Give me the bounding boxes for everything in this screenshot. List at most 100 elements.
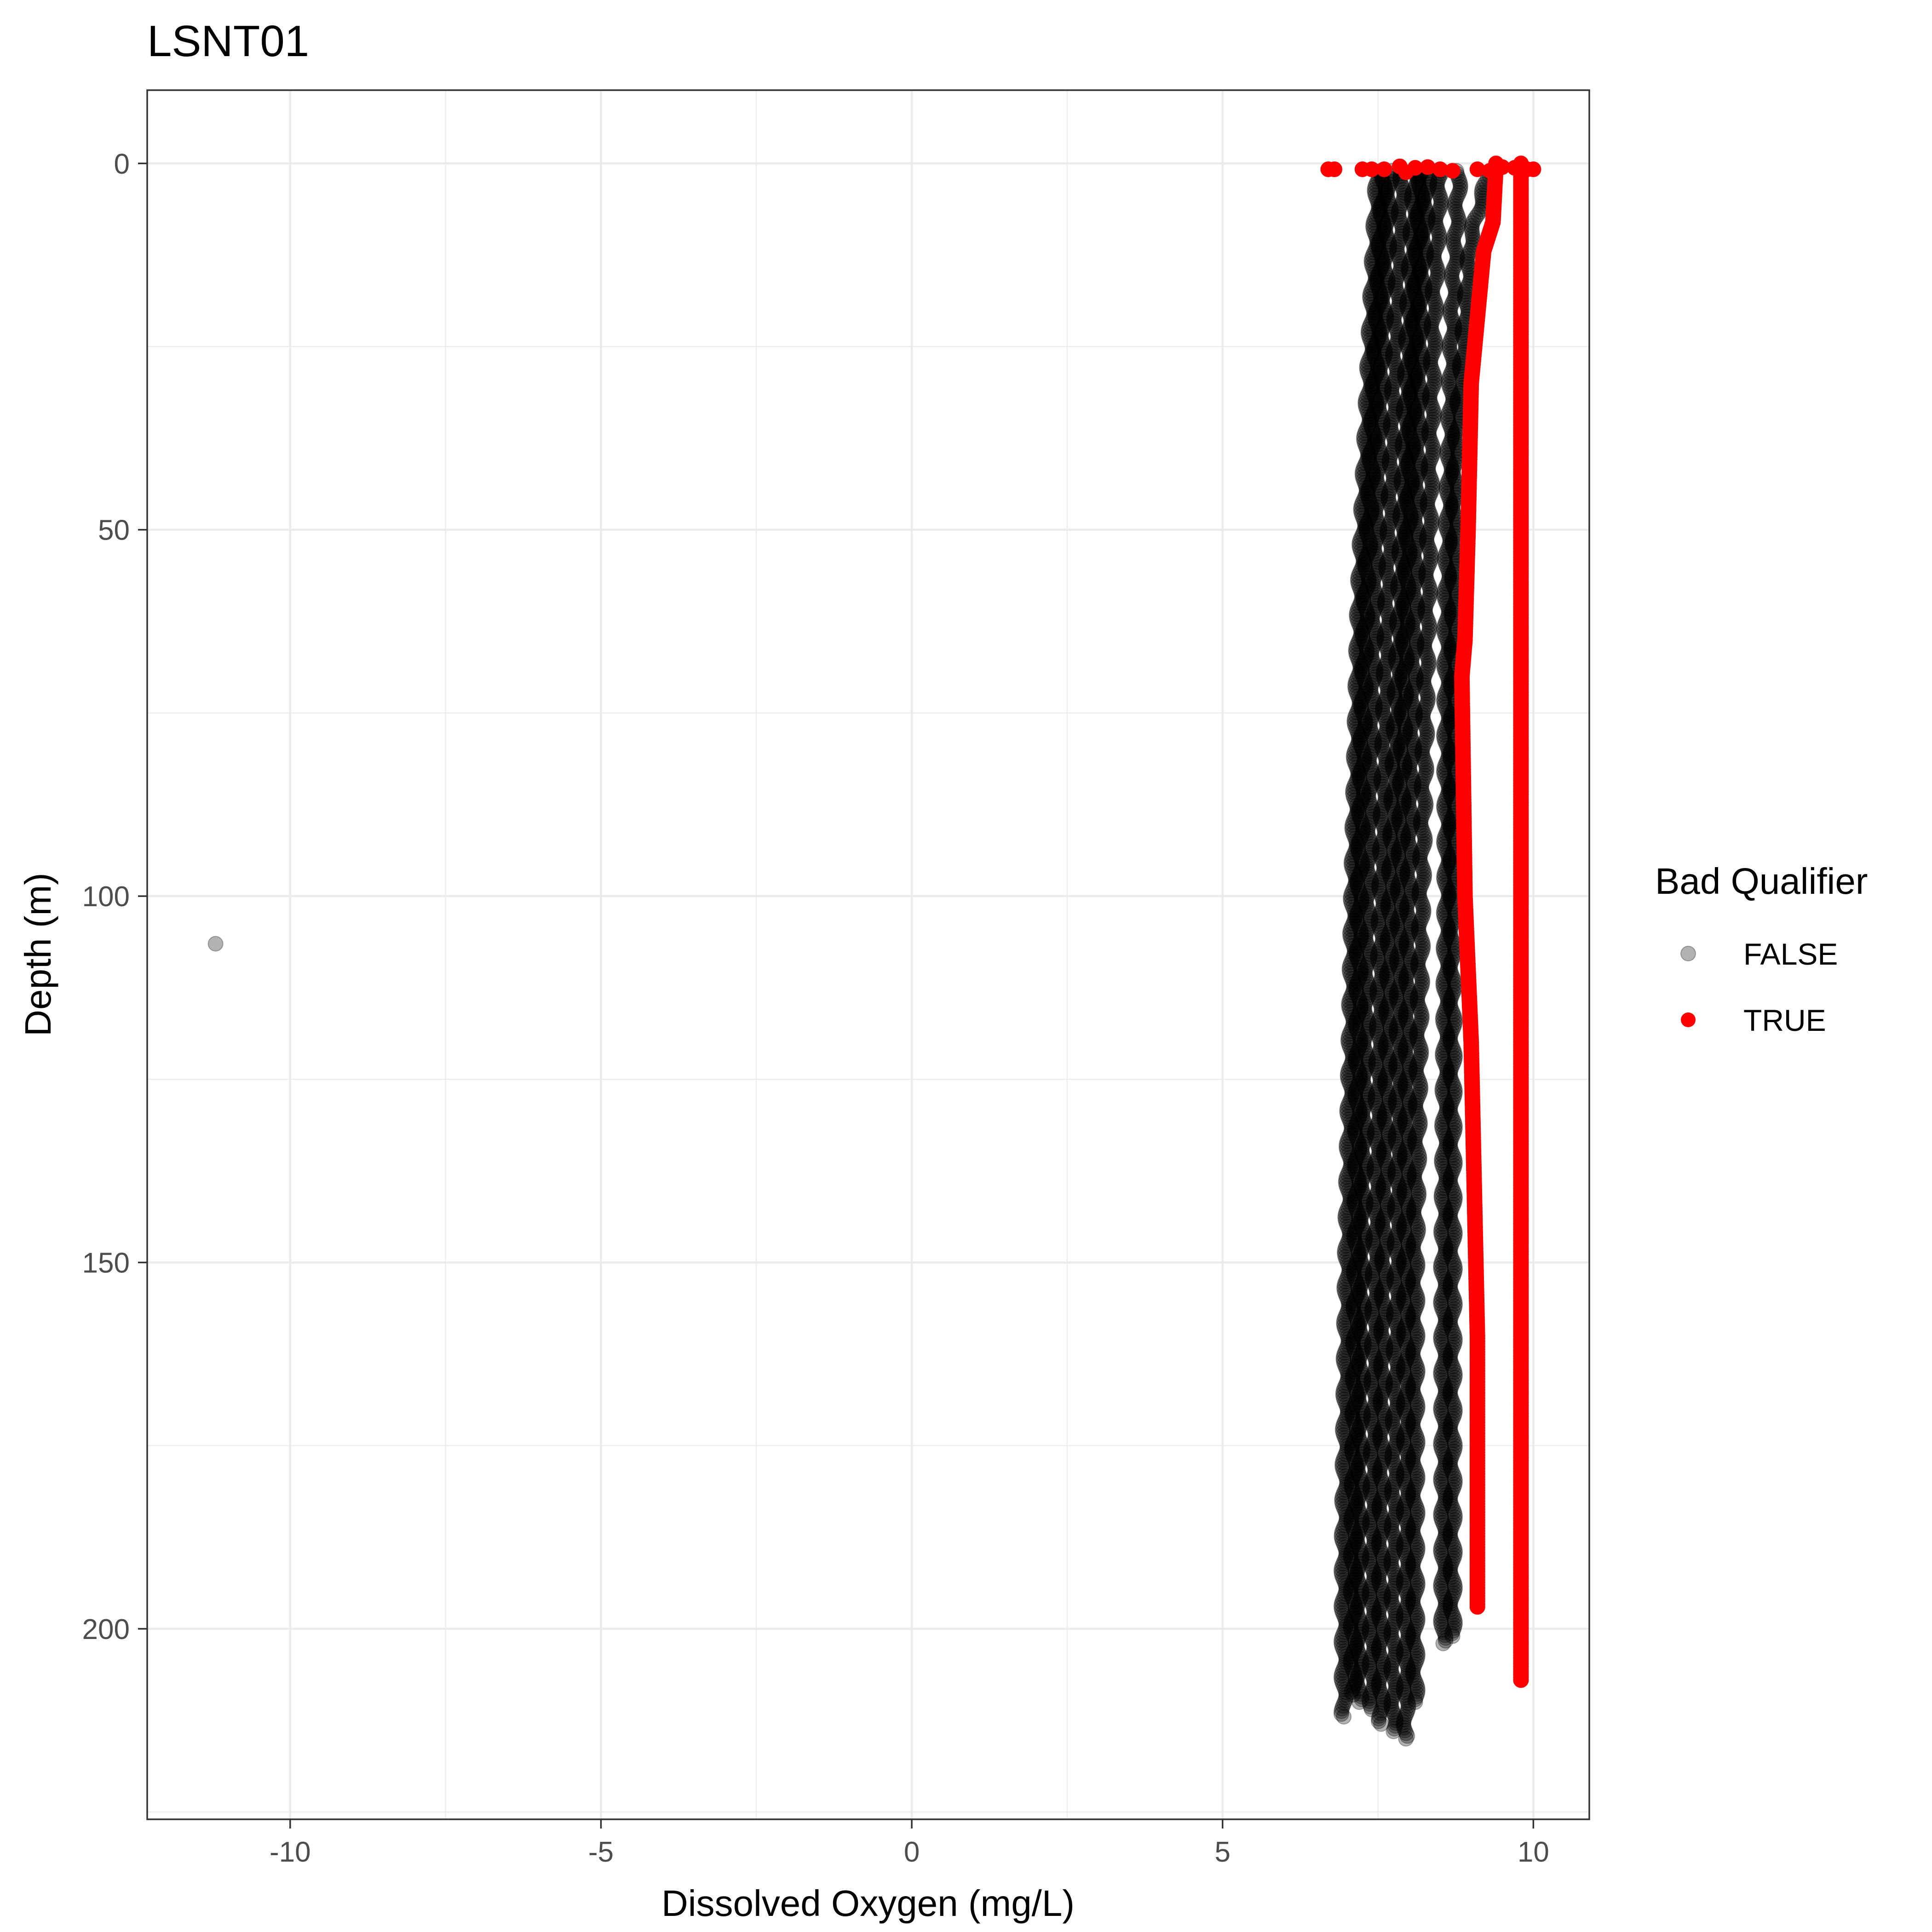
data-point	[1336, 1356, 1352, 1372]
data-point	[1340, 1254, 1356, 1271]
data-point	[1336, 1317, 1352, 1334]
data-point	[1344, 951, 1360, 967]
profile-false	[1333, 163, 1388, 1725]
data-point	[1346, 880, 1362, 896]
data-point	[1337, 1285, 1353, 1300]
data-point	[1356, 428, 1372, 444]
data-point	[1348, 795, 1364, 811]
data-point	[1348, 773, 1364, 789]
data-point	[1349, 798, 1365, 814]
data-point	[1358, 480, 1374, 496]
data-point	[1343, 1158, 1359, 1174]
data-point	[1339, 1441, 1355, 1457]
data-point	[1361, 409, 1377, 425]
data-point	[1334, 1570, 1351, 1586]
data-point	[1336, 1392, 1352, 1408]
data-point	[1334, 1460, 1351, 1476]
data-point	[1357, 458, 1373, 474]
data-point	[1337, 1309, 1353, 1325]
data-point	[1362, 370, 1378, 386]
data-point	[1366, 245, 1382, 261]
data-point	[1339, 1375, 1355, 1391]
data-point	[1343, 1152, 1359, 1168]
data-point	[1344, 1081, 1360, 1097]
data-point	[1358, 401, 1374, 417]
data-point	[1346, 828, 1362, 844]
data-point	[1359, 453, 1375, 469]
data-point	[1341, 1221, 1357, 1237]
data-point	[1341, 1062, 1357, 1078]
data-point	[1360, 450, 1376, 466]
data-point	[1357, 516, 1373, 532]
data-point	[1347, 680, 1363, 696]
data-point	[1363, 283, 1379, 299]
data-point	[1338, 1172, 1354, 1188]
data-point	[1344, 1045, 1360, 1061]
data-point	[1366, 305, 1382, 321]
data-point	[1359, 420, 1375, 436]
data-point	[1344, 1087, 1360, 1103]
data-point	[1358, 439, 1374, 455]
data-point	[1343, 1078, 1359, 1094]
data-point	[1346, 979, 1362, 995]
data-point	[1339, 1471, 1355, 1487]
data-point	[1366, 212, 1382, 228]
data-point	[1359, 356, 1375, 373]
data-point	[1337, 1550, 1353, 1566]
data-point	[1367, 179, 1383, 195]
data-point	[1369, 236, 1385, 253]
data-point	[1365, 220, 1381, 236]
data-point	[1345, 861, 1361, 877]
data-point	[1347, 844, 1363, 860]
data-point	[1360, 444, 1376, 460]
data-point	[1337, 1358, 1353, 1374]
data-point	[1351, 729, 1367, 745]
data-point	[1338, 1174, 1354, 1190]
data-point	[1344, 850, 1360, 866]
data-point	[1348, 707, 1364, 724]
data-point	[1340, 1064, 1356, 1081]
data-point	[1335, 1386, 1351, 1402]
data-point	[1348, 683, 1364, 699]
data-point	[1339, 1512, 1355, 1528]
data-point	[1348, 872, 1364, 888]
data-point	[1334, 1597, 1350, 1613]
data-point	[1335, 1520, 1351, 1536]
data-point	[1354, 559, 1370, 575]
data-point	[1346, 913, 1362, 929]
data-point	[1361, 414, 1377, 430]
data-point	[1343, 1042, 1359, 1058]
data-point	[1347, 877, 1363, 893]
data-point	[1334, 1421, 1351, 1438]
data-point	[1350, 688, 1366, 704]
data-point	[1346, 949, 1362, 965]
data-point	[1335, 1556, 1351, 1572]
data-point	[1335, 1534, 1351, 1550]
data-point	[1343, 932, 1359, 948]
data-point	[1359, 359, 1375, 375]
data-point	[1364, 280, 1380, 296]
data-point	[1350, 768, 1366, 784]
data-point	[1338, 1252, 1354, 1268]
data-point	[1356, 513, 1372, 529]
data-point	[1351, 696, 1368, 713]
data-point	[1342, 926, 1358, 943]
data-point	[1340, 1073, 1357, 1089]
data-point	[1341, 960, 1357, 976]
data-point	[1341, 962, 1357, 978]
data-point	[1338, 1306, 1354, 1322]
data-point	[1346, 746, 1362, 762]
data-point	[1340, 1199, 1356, 1215]
data-point	[1337, 1246, 1353, 1262]
data-point	[1346, 1015, 1362, 1031]
data-point	[1341, 1095, 1357, 1111]
data-point	[1361, 327, 1377, 343]
data-point	[1355, 510, 1371, 526]
data-point	[1338, 1468, 1354, 1484]
data-point	[1346, 946, 1363, 962]
data-point	[1368, 187, 1383, 203]
data-point	[1361, 384, 1377, 400]
data-point	[1343, 891, 1358, 907]
data-point	[1352, 595, 1368, 611]
